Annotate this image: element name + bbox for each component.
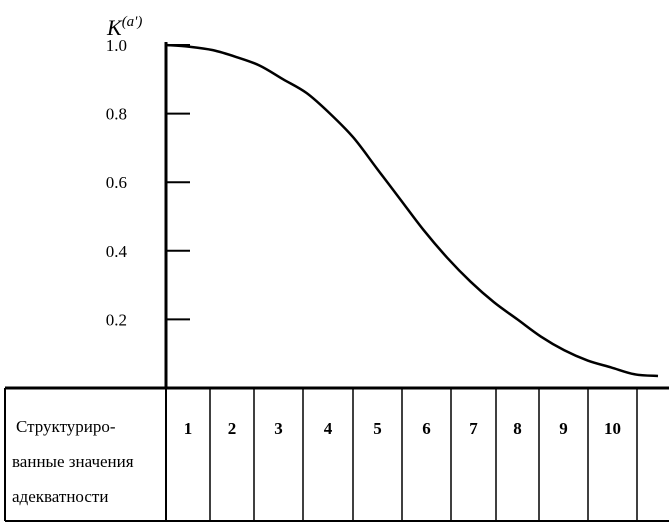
- x-category-label: 1: [184, 419, 193, 438]
- table-row-label-line-3: адекватности: [12, 487, 108, 506]
- y-axis-label: K(a'): [106, 14, 142, 40]
- x-category-label: 4: [324, 419, 333, 438]
- curve-line: [165, 43, 659, 378]
- x-category-label: 3: [274, 419, 283, 438]
- y-tick-label: 0.6: [106, 173, 127, 192]
- x-category-label: 9: [559, 419, 568, 438]
- table-row-label-line-1: Структуриро-: [16, 417, 116, 436]
- x-category-table: Структуриро- ванные значения адекватност…: [4, 386, 669, 522]
- table-row-label-line-2: ванные значения: [12, 452, 134, 471]
- x-category-label: 7: [469, 419, 478, 438]
- x-category-label: 6: [422, 419, 431, 438]
- y-tick-label: 0.2: [106, 310, 127, 329]
- y-tick-label: 0.8: [106, 105, 127, 124]
- x-category-label: 2: [228, 419, 237, 438]
- x-category-label: 8: [513, 419, 522, 438]
- y-ticks: 1.0 0.8 0.6 0.4 0.2: [106, 36, 190, 329]
- y-tick-label: 1.0: [106, 36, 127, 55]
- y-tick-label: 0.4: [106, 242, 128, 261]
- x-category-label: 10: [604, 419, 621, 438]
- x-category-label: 5: [373, 419, 382, 438]
